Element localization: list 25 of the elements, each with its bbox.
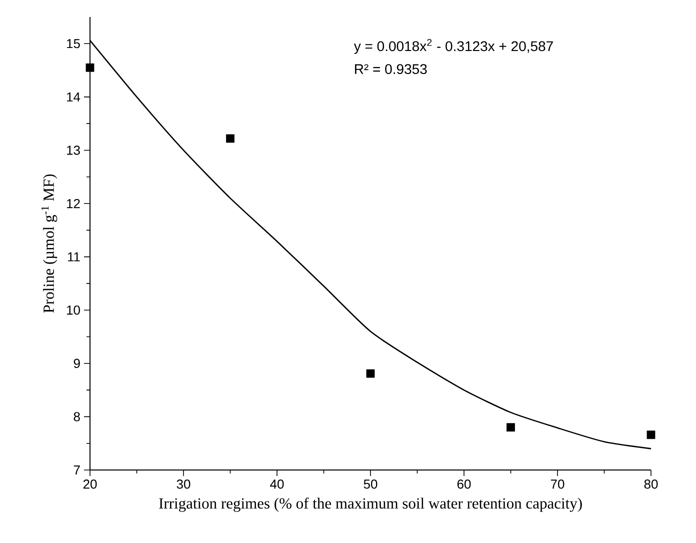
y-tick-label: 12 <box>67 198 80 208</box>
point <box>646 430 656 440</box>
y-axis-title: Proline (µmol g$^{-1}$ MF) <box>41 174 58 313</box>
y-tick-label: 7 <box>74 466 80 474</box>
y-tick-label: 11 <box>68 252 80 262</box>
x-tick-label: 60 <box>457 480 471 489</box>
x-tick-label: 80 <box>644 480 658 489</box>
x-tick-label: 30 <box>176 480 190 489</box>
point <box>86 63 94 72</box>
point <box>506 423 515 432</box>
y-tick-label: 15 <box>67 39 80 48</box>
y-tick-label: 10 <box>67 306 80 315</box>
x-tick-label: 70 <box>550 480 564 489</box>
x-axis-title: Irrigation regimes (% of the maximum soil water retention capacity) <box>159 498 582 512</box>
annotation: R² = 0.9353 <box>355 64 427 74</box>
point <box>226 134 234 143</box>
annotation: y = 0.0018x$^{2}$ - 0.3123x + 20,587 <box>354 38 553 54</box>
x-tick-label: 40 <box>270 480 284 489</box>
y-tick-label: 8 <box>74 412 80 422</box>
y-tick-label: 13 <box>67 146 80 155</box>
y-tick-label: 9 <box>74 358 80 368</box>
x-tick-label: 50 <box>364 480 378 489</box>
y-tick-label: 14 <box>67 92 80 102</box>
point <box>366 369 375 378</box>
x-tick-label: 20 <box>83 480 97 489</box>
